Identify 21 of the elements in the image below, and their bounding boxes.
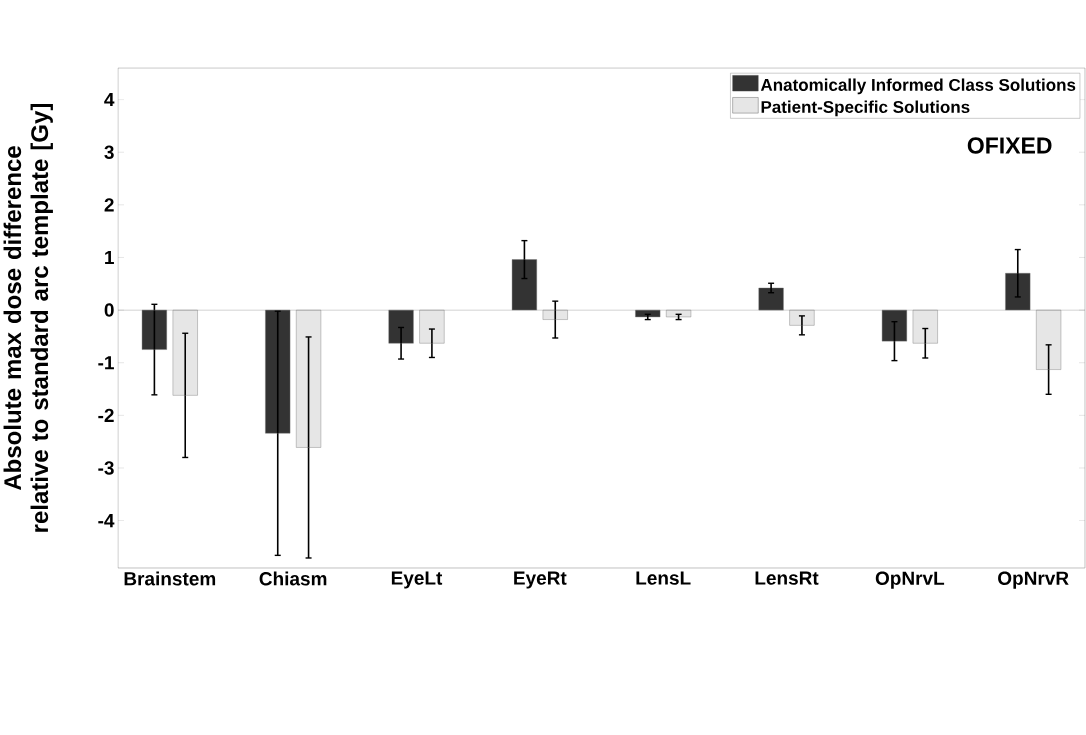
- y-tick-label: 3: [104, 145, 114, 159]
- legend-label: Patient-Specific Solutions: [761, 100, 970, 117]
- x-tick-label: LensL: [636, 571, 691, 585]
- x-tick-label: Brainstem: [124, 571, 216, 586]
- y-tick-label: -1: [98, 356, 114, 370]
- x-tick-label: OpNrvR: [998, 571, 1069, 589]
- x-tick-label: LensRt: [755, 571, 819, 585]
- y-tick-label: 1: [105, 250, 114, 264]
- y-tick-label: -2: [98, 408, 114, 422]
- y-axis-title: Absolute max dose difference relative to standard arc template [Gy]: [3, 103, 53, 532]
- y-tick-label: 0: [104, 303, 114, 317]
- y-tick-label: 4: [104, 93, 115, 107]
- x-tick-label: Chiasm: [259, 571, 327, 586]
- y-tick-label: -4: [98, 514, 115, 528]
- y-tick-label: -3: [98, 461, 114, 475]
- x-tick-label: OpNrvL: [875, 571, 945, 589]
- legend-label: Anatomically Informed Class Solutions: [760, 78, 1076, 95]
- x-tick-label: EyeRt: [514, 571, 567, 589]
- y-tick-label: 2: [104, 198, 114, 212]
- annotation: OFIXED: [967, 137, 1052, 154]
- x-tick-label: EyeLt: [391, 571, 443, 589]
